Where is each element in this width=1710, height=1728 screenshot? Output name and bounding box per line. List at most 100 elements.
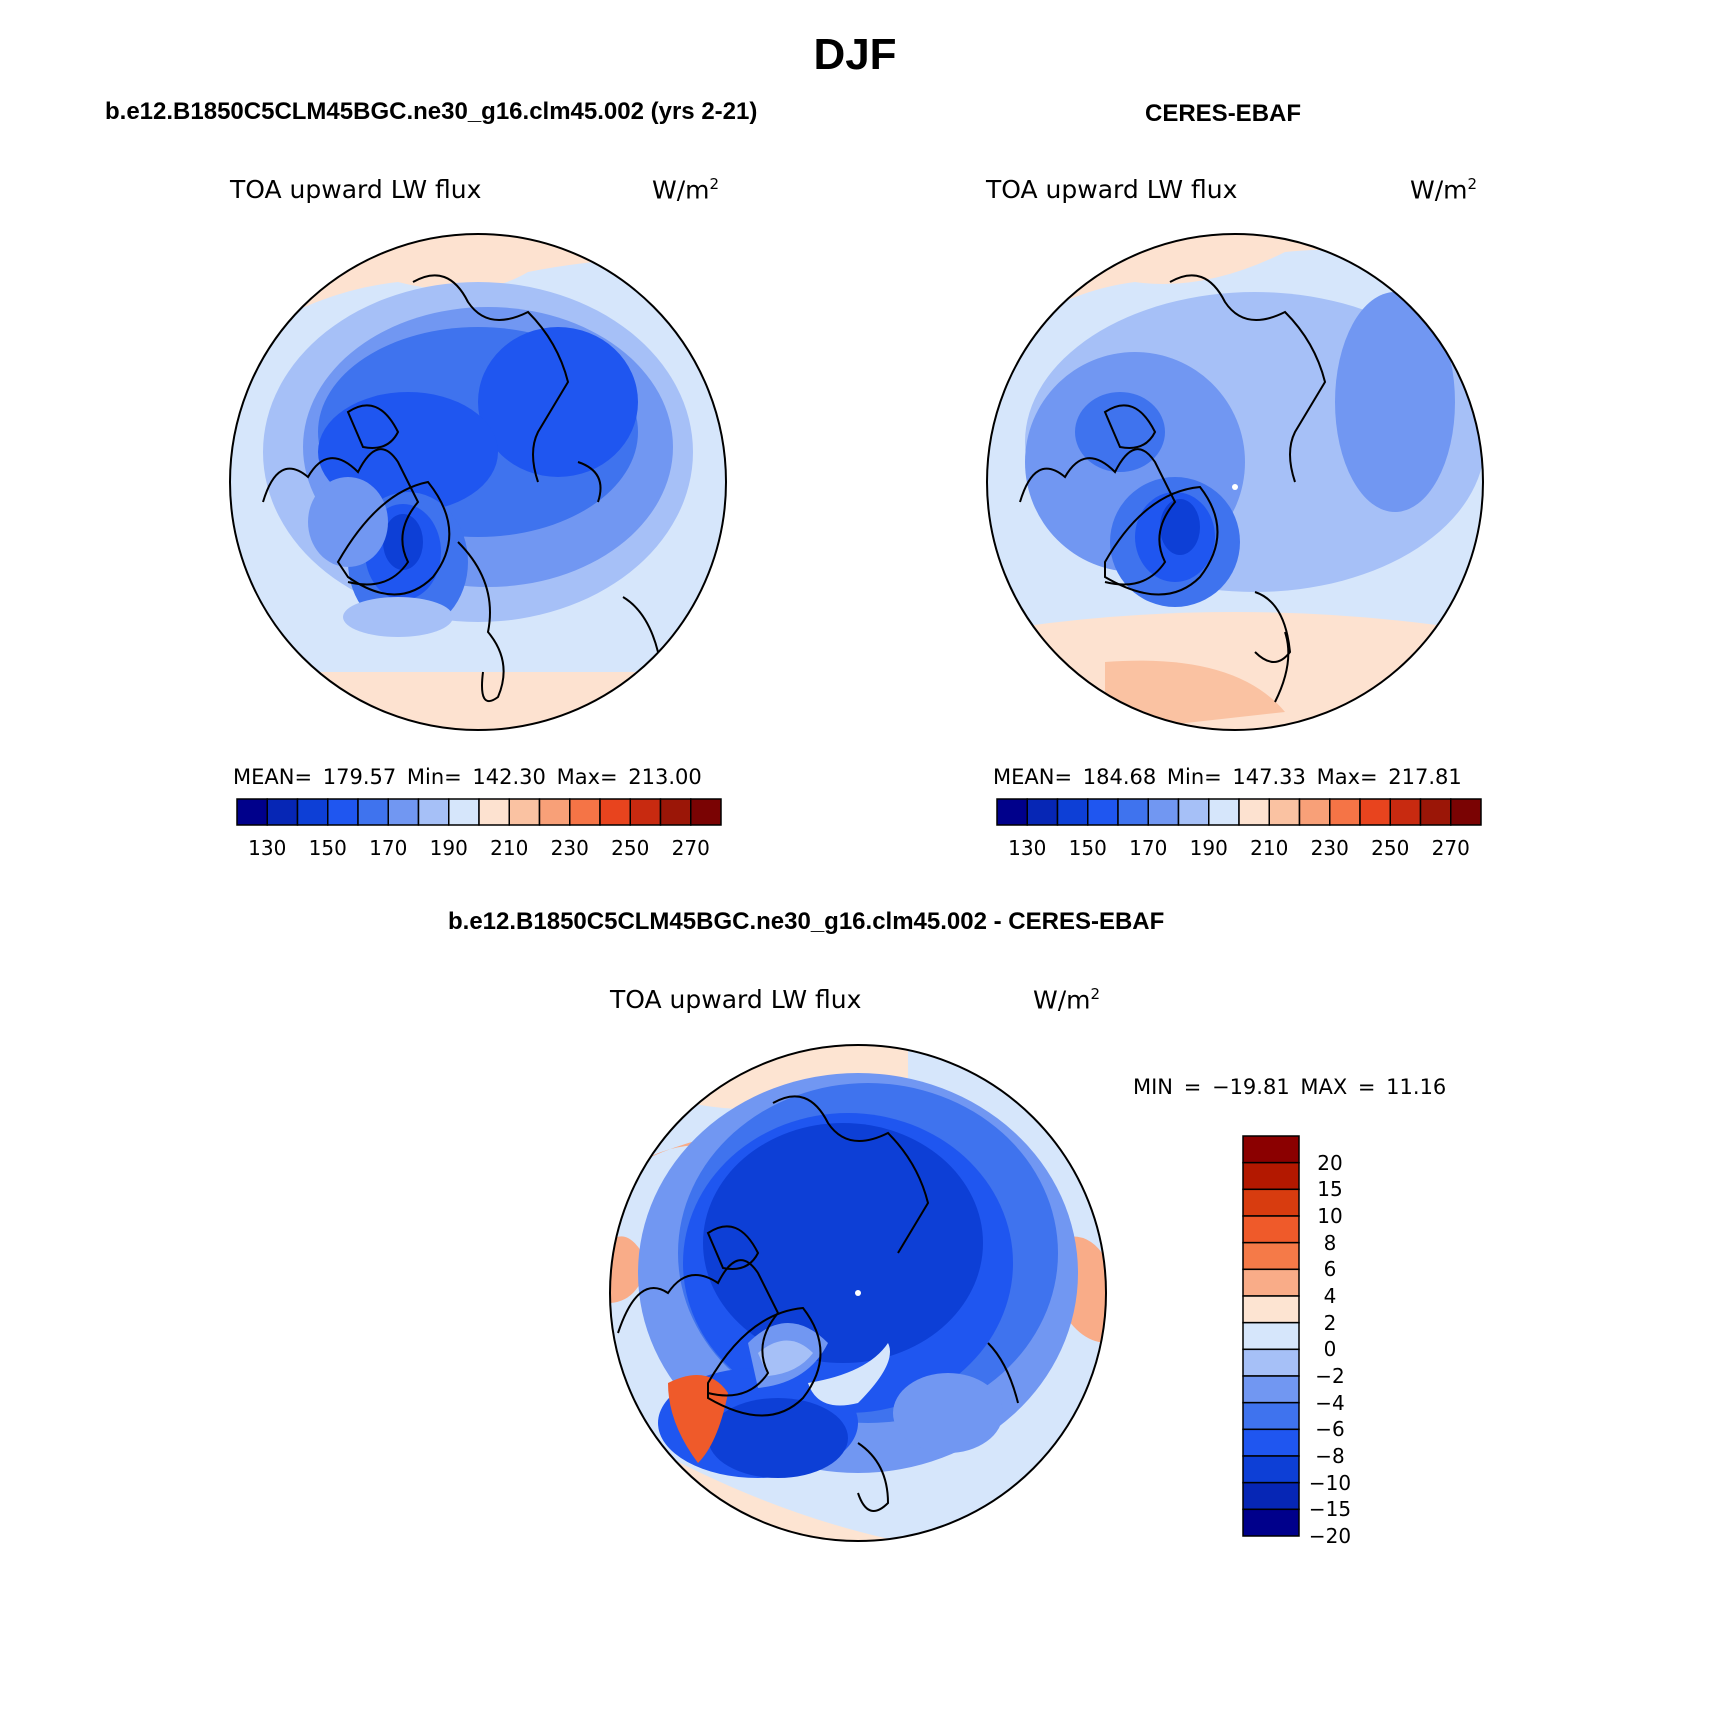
colorbar-swatch [599,798,631,826]
obs-colorbar-ticks: 130 150 170 190 210 230 250 270 [996,836,1482,864]
colorbar-swatch [1242,1348,1300,1377]
figure-title: DJF [813,30,897,79]
colorbar-swatch [538,798,571,826]
colorbar-tick-label: 270 [1431,836,1470,860]
diff-colorbar-ticks: 20 15 10 8 6 4 2 0 −2 −4 −6 −8 −10 −15 −20 [1306,1135,1386,1548]
colorbar-tick-label: 250 [1371,836,1410,860]
colorbar-swatch [387,798,420,826]
diff-variable-label: TOA upward LW flux [610,985,862,1014]
colorbar-swatch [1242,1321,1300,1351]
colorbar-swatch [1450,798,1482,826]
obs-contour-field [987,234,1483,730]
colorbar-swatch [266,798,299,826]
model-variable-label: TOA upward LW flux [230,175,482,204]
colorbar-tick-label: 210 [1250,836,1289,860]
colorbar-swatch [1419,798,1452,826]
colorbar-swatch [659,798,692,826]
colorbar-tick-label: 130 [1008,836,1047,860]
colorbar-swatch [236,798,268,826]
colorbar-tick-label: 0 [1323,1337,1337,1362]
model-colorbar-ticks: 130 150 170 190 210 230 250 270 [236,836,722,864]
colorbar-swatch [1242,1188,1300,1217]
colorbar-swatch [1268,798,1301,826]
colorbar-swatch [996,798,1028,826]
colorbar-swatch [448,798,480,826]
colorbar-tick-label: 150 [308,836,347,860]
diff-polar-map [609,1044,1107,1542]
colorbar-swatch [629,798,662,826]
colorbar-tick-label: 190 [429,836,468,860]
diff-map-boundary [609,1044,1107,1542]
colorbar-swatch [1242,1268,1300,1297]
colorbar-swatch [1242,1135,1300,1164]
diff-coastlines [617,1095,1019,1512]
model-units-label: W/m2 [652,175,720,205]
colorbar-swatch [1238,798,1270,826]
colorbar-swatch [1242,1215,1300,1244]
colorbar-swatch [690,798,722,826]
colorbar-tick-label: −10 [1308,1470,1352,1495]
colorbar-swatch [1242,1455,1300,1484]
obs-coastlines [1019,274,1327,703]
colorbar-swatch [327,798,359,826]
obs-pole-marker [1232,484,1238,490]
colorbar-tick-label: 270 [671,836,710,860]
colorbar-swatch [1329,798,1361,826]
model-panel-title: b.e12.B1850C5CLM45BGC.ne30_g16.clm45.002… [105,98,758,125]
obs-colorbar [996,798,1482,826]
obs-stats: MEAN= 184.68 Min= 147.33 Max= 217.81 [993,765,1462,789]
colorbar-swatch [1242,1481,1300,1511]
model-map-boundary [229,233,727,731]
colorbar-tick-label: 10 [1317,1204,1343,1228]
colorbar-tick-label: −15 [1308,1497,1352,1522]
colorbar-tick-label: 230 [1310,836,1349,860]
colorbar-swatch [1389,798,1422,826]
colorbar-swatch [1242,1508,1300,1537]
model-colorbar [236,798,722,826]
colorbar-swatch [569,798,601,826]
diff-pole-marker [855,1290,861,1296]
colorbar-swatch [1242,1401,1300,1431]
colorbar-tick-label: −20 [1308,1524,1352,1548]
model-coastlines [262,274,659,703]
diff-colorbar [1242,1135,1300,1537]
colorbar-swatch [1298,798,1331,826]
obs-variable-label: TOA upward LW flux [986,175,1238,204]
model-stats: MEAN= 179.57 Min= 142.30 Max= 213.00 [233,765,702,789]
obs-map-boundary [986,233,1484,731]
colorbar-swatch [1242,1241,1300,1271]
colorbar-tick-label: 210 [490,836,529,860]
colorbar-tick-label: 20 [1317,1150,1343,1175]
colorbar-swatch [478,798,510,826]
colorbar-swatch [1056,798,1089,826]
colorbar-swatch [1026,798,1059,826]
colorbar-tick-label: −8 [1315,1444,1345,1468]
diff-stats: MIN = −19.81 MAX = 11.16 [1133,1075,1447,1099]
colorbar-swatch [1117,798,1149,826]
colorbar-tick-label: −4 [1315,1390,1345,1415]
colorbar-tick-label: −2 [1315,1364,1345,1388]
colorbar-tick-label: 190 [1189,836,1228,860]
colorbar-swatch [508,798,541,826]
diff-units-label: W/m2 [1033,985,1101,1015]
colorbar-tick-label: 2 [1323,1310,1337,1335]
colorbar-tick-label: 150 [1068,836,1107,860]
colorbar-swatch [417,798,450,826]
colorbar-swatch [1242,1161,1300,1191]
colorbar-tick-label: −6 [1315,1417,1345,1442]
colorbar-tick-label: 170 [1129,836,1168,860]
colorbar-swatch [1359,798,1391,826]
colorbar-swatch [1208,798,1240,826]
obs-units-label: W/m2 [1410,175,1478,205]
colorbar-tick-label: 4 [1323,1284,1337,1308]
colorbar-swatch [1242,1295,1300,1324]
colorbar-swatch [296,798,329,826]
colorbar-swatch [357,798,389,826]
colorbar-tick-label: 170 [369,836,408,860]
colorbar-tick-label: 130 [248,836,287,860]
colorbar-swatch [1177,798,1210,826]
colorbar-tick-label: 15 [1317,1177,1343,1202]
obs-polar-map [986,233,1484,731]
colorbar-tick-label: 8 [1323,1230,1337,1255]
diff-panel-title: b.e12.B1850C5CLM45BGC.ne30_g16.clm45.002… [448,908,1165,935]
